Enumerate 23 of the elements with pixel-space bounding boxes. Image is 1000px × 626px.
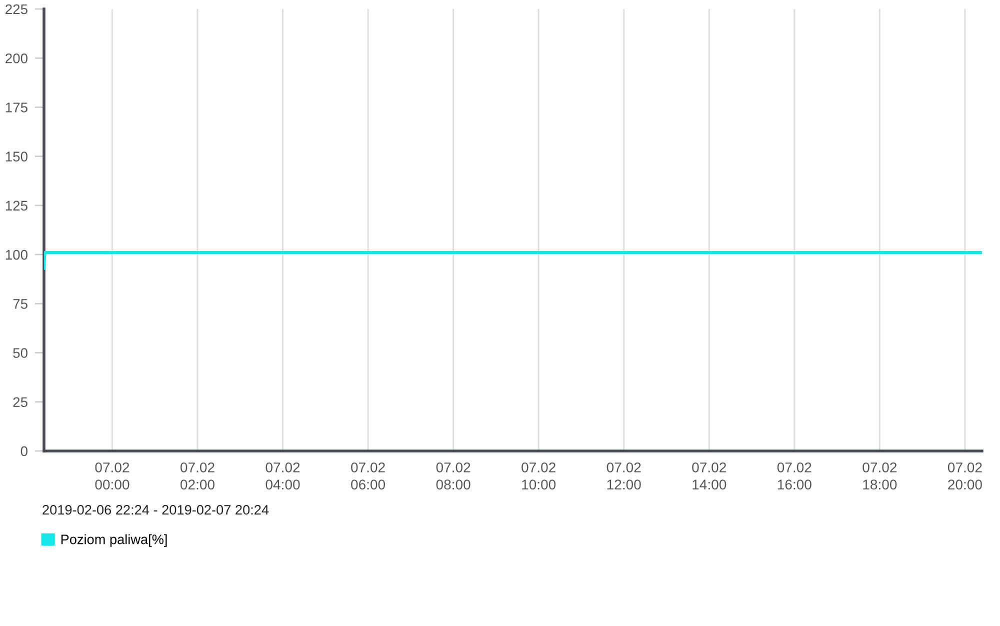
x-tick-label: 07.02 02:00 [180,462,214,490]
y-tick-label: 200 [6,53,28,64]
x-tick-label: 07.02 12:00 [606,462,641,490]
text: 2019-02-06 22:24 - 2019-02-07 20:24 [42,505,269,515]
x-tick-label: 07.02 18:00 [862,462,897,490]
x-tick-label: 07.02 14:00 [692,462,726,490]
legend-label: Poziom paliwa[%] [61,534,167,547]
x-tick-label: 07.02 08:00 [436,462,470,490]
y-tick-label: 50 [13,348,28,358]
y-tick-label: 175 [6,102,28,112]
x-tick-label: 07.02 06:00 [351,462,386,490]
x-tick-label: 07.02 16:00 [777,462,812,490]
y-tick-label: 75 [13,299,28,309]
y-tick-label: 150 [6,152,28,162]
x-tick-label: 07.02 00:00 [95,462,130,490]
y-tick-label: 125 [6,200,28,211]
y-tick-label: 0 [20,446,28,456]
y-tick-label: 100 [6,250,28,260]
y-tick-label: 25 [13,397,28,408]
y-tick-label: 225 [6,4,28,14]
x-tick-label: 07.02 20:00 [948,462,982,490]
x-tick-label: 07.02 10:00 [522,462,556,490]
x-tick-label: 07.02 04:00 [266,462,300,490]
